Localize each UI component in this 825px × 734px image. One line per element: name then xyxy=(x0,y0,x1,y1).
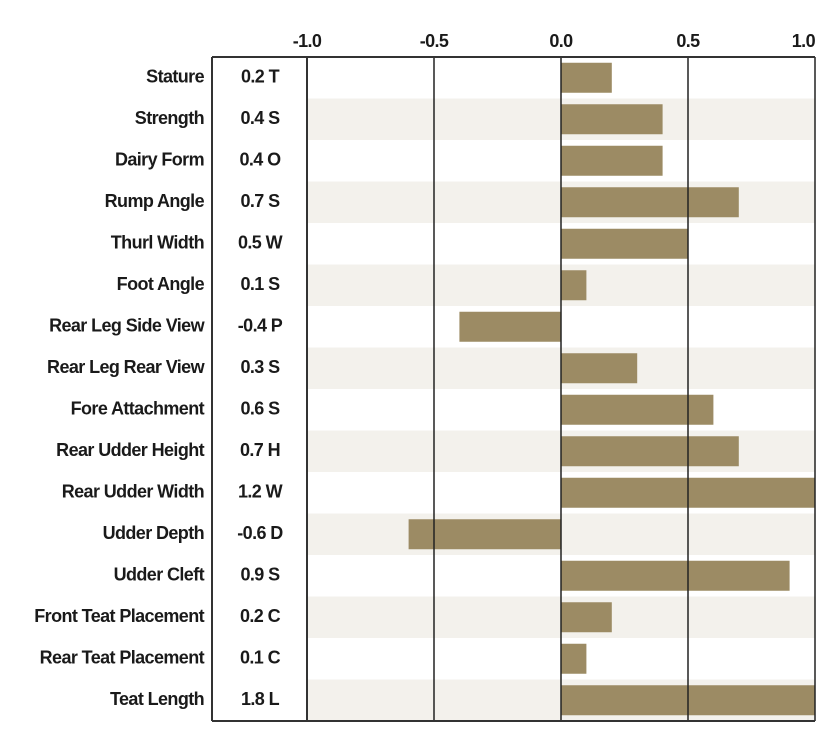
bar xyxy=(561,104,663,135)
y-tick-label: Rear Teat Placement xyxy=(40,648,205,668)
value-label: 0.2 T xyxy=(241,67,280,87)
value-label: 0.3 S xyxy=(240,357,280,377)
bar xyxy=(561,353,638,384)
x-tick-label: 0.5 xyxy=(676,31,700,51)
y-tick-label: Rump Angle xyxy=(105,191,205,211)
bar xyxy=(561,145,663,176)
y-tick-label: Thurl Width xyxy=(111,233,204,253)
bar xyxy=(561,643,587,674)
x-tick-label: -1.0 xyxy=(293,31,322,51)
bar xyxy=(561,62,612,93)
bar xyxy=(561,228,688,259)
bar xyxy=(408,519,561,550)
value-label: 0.7 H xyxy=(240,440,280,460)
y-tick-label: Front Teat Placement xyxy=(34,606,204,626)
y-tick-label: Teat Length xyxy=(110,689,204,709)
value-label: 1.2 W xyxy=(238,482,283,502)
y-tick-label: Rear Leg Side View xyxy=(49,316,206,336)
bar xyxy=(459,311,561,342)
y-tick-label: Dairy Form xyxy=(115,150,204,170)
value-label: 0.4 O xyxy=(239,150,281,170)
value-label: 0.9 S xyxy=(240,565,280,585)
value-label: 0.7 S xyxy=(240,191,280,211)
y-tick-label: Foot Angle xyxy=(117,274,205,294)
value-label: 0.1 S xyxy=(240,274,280,294)
bar xyxy=(561,394,714,425)
y-tick-label: Rear Udder Height xyxy=(56,440,204,460)
y-tick-label: Udder Cleft xyxy=(114,565,205,585)
y-tick-label: Strength xyxy=(135,108,204,128)
value-label: 0.2 C xyxy=(240,606,281,626)
bar xyxy=(561,436,739,467)
x-tick-label: -0.5 xyxy=(420,31,449,51)
x-tick-label: 0.0 xyxy=(549,31,573,51)
y-tick-label: Rear Udder Width xyxy=(62,482,204,502)
value-label: 0.4 S xyxy=(240,108,280,128)
value-label: -0.4 P xyxy=(238,316,283,336)
bar xyxy=(561,602,612,633)
bar xyxy=(561,187,739,218)
bar xyxy=(561,560,790,591)
bar xyxy=(561,270,587,301)
bar xyxy=(561,477,815,508)
value-label: 1.8 L xyxy=(241,689,280,709)
y-tick-label: Fore Attachment xyxy=(71,399,205,419)
value-label: 0.6 S xyxy=(240,399,280,419)
y-tick-label: Stature xyxy=(146,67,204,87)
y-tick-label: Rear Leg Rear View xyxy=(47,357,206,377)
bar xyxy=(561,685,815,716)
value-label: 0.1 C xyxy=(240,648,281,668)
value-label: 0.5 W xyxy=(238,233,283,253)
x-tick-label: 1.0 xyxy=(792,31,816,51)
y-tick-label: Udder Depth xyxy=(103,523,204,543)
value-label: -0.6 D xyxy=(237,523,283,543)
